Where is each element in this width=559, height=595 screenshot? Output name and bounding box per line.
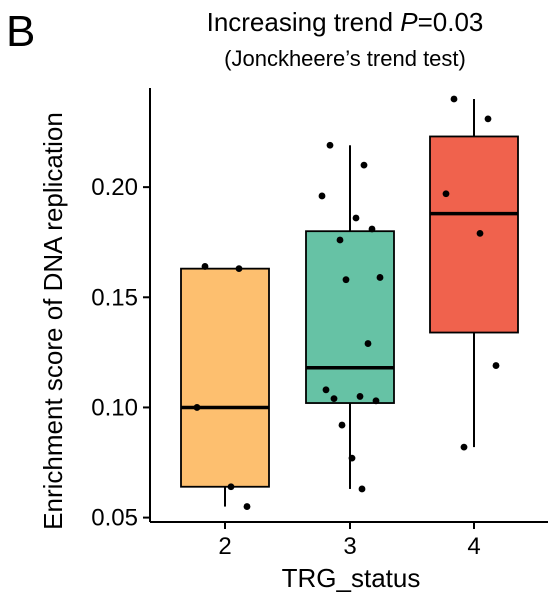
data-point bbox=[322, 386, 330, 394]
data-point bbox=[360, 161, 368, 169]
panel-label: B bbox=[6, 7, 36, 56]
data-point bbox=[318, 192, 326, 200]
data-point bbox=[484, 115, 492, 123]
data-point bbox=[227, 483, 235, 491]
data-point bbox=[352, 214, 360, 222]
data-point bbox=[476, 230, 484, 237]
data-point bbox=[442, 190, 450, 198]
chart-title: Increasing trend P=0.03 bbox=[150, 7, 540, 38]
data-point bbox=[338, 421, 346, 429]
title-p-value: =0.03 bbox=[417, 7, 484, 37]
data-point bbox=[193, 404, 201, 411]
data-point bbox=[460, 443, 468, 451]
data-point bbox=[492, 362, 500, 369]
y-tick-label: 0.20 bbox=[91, 174, 138, 201]
box-3 bbox=[305, 230, 395, 404]
y-tick-label: 0.10 bbox=[91, 394, 138, 421]
data-point bbox=[376, 274, 384, 281]
plot-layer: 0.05 0.10 0.15 0.20 2 3 4 bbox=[91, 88, 548, 560]
data-point bbox=[450, 95, 458, 103]
data-point bbox=[326, 141, 334, 149]
title-p-symbol: P bbox=[400, 7, 418, 37]
data-point bbox=[201, 263, 209, 270]
data-point bbox=[348, 454, 356, 462]
data-point bbox=[358, 485, 366, 493]
y-tick-label: 0.15 bbox=[91, 284, 138, 311]
y-axis-title: Enrichment score of DNA replication bbox=[38, 112, 68, 530]
data-point bbox=[356, 393, 364, 400]
title-main: Increasing trend bbox=[206, 7, 401, 37]
box-2 bbox=[180, 267, 270, 488]
chart-subtitle: (Jonckheere’s trend test) bbox=[224, 46, 466, 71]
data-point bbox=[330, 395, 338, 403]
data-point bbox=[364, 340, 372, 347]
data-point bbox=[342, 276, 350, 284]
data-point bbox=[372, 397, 380, 405]
data-point bbox=[368, 225, 376, 233]
x-tick-label: 3 bbox=[343, 533, 356, 560]
data-point bbox=[336, 236, 344, 244]
data-point bbox=[243, 503, 251, 510]
x-tick-label: 2 bbox=[218, 533, 231, 560]
x-tick-label: 4 bbox=[467, 533, 480, 560]
x-axis-title: TRG_status bbox=[282, 563, 421, 593]
data-point bbox=[235, 265, 243, 273]
box-4 bbox=[429, 135, 519, 334]
y-tick-label: 0.05 bbox=[91, 505, 138, 532]
